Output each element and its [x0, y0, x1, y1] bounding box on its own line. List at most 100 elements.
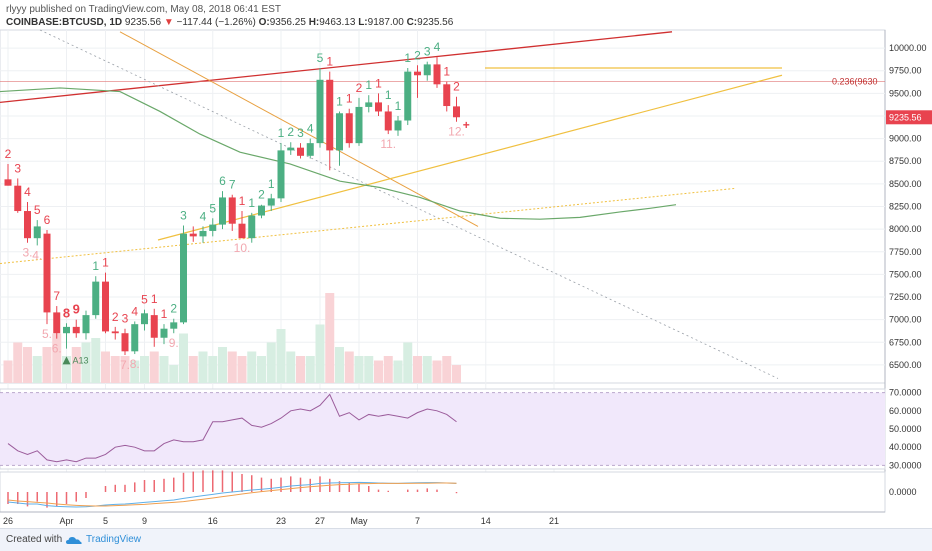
low-value: 9187.00 [367, 17, 404, 28]
candle-count-label: 4 [131, 304, 138, 318]
candle-count-label: 2 [287, 125, 294, 139]
candle-count-label: 1 [239, 194, 246, 208]
volume-bar [315, 324, 325, 383]
volume-bar [101, 351, 110, 383]
volume-bar [452, 365, 461, 383]
volume-bar [403, 342, 413, 383]
candle-body [336, 113, 343, 151]
candle-body [365, 102, 373, 107]
price-tick-label: 6750.00 [889, 337, 922, 347]
candle-body [82, 315, 90, 334]
red-channel-line [0, 31, 673, 104]
price-tick-label: 9000.00 [889, 134, 922, 144]
candle-body [258, 205, 265, 216]
candle-count-label: 1 [278, 126, 285, 140]
time-tick-label: 21 [549, 516, 559, 526]
volume-bar [247, 351, 257, 383]
candle-count-label: 1 [151, 292, 158, 306]
price-tick-label: 10000.00 [889, 43, 927, 53]
candle-count-label: 3 [122, 312, 129, 326]
candle-count-label: 10. [234, 241, 251, 255]
price-tick-label: 8750.00 [889, 156, 922, 166]
candle-body [287, 147, 295, 151]
candle-count-label: 4 [200, 209, 207, 223]
candle-count-label: 5. [42, 327, 52, 341]
candle-count-label: 3 [14, 161, 21, 175]
candle-count-label: 1 [404, 51, 411, 65]
candle-body [141, 313, 148, 325]
price-tick-label: 8000.00 [889, 224, 922, 234]
plus-marker-icon: + [463, 118, 470, 132]
candle-count-label: 2 [170, 302, 177, 316]
volume-bar [13, 342, 23, 383]
close-value: 9235.56 [417, 17, 454, 28]
volume-bar [422, 356, 432, 383]
candle-count-label: 1 [92, 259, 99, 273]
candle-count-label: 2 [112, 310, 119, 324]
candle-count-label: 4. [32, 248, 42, 262]
macd-signal-line [7, 482, 457, 507]
candle-count-label: 3 [424, 45, 431, 59]
candle-body [404, 71, 412, 121]
candle-count-label: 2 [5, 147, 12, 161]
candle-count-label: 2 [356, 81, 363, 95]
candle-body [180, 233, 187, 323]
volume-bar [432, 360, 442, 383]
last-price-badge [886, 110, 932, 125]
volume-bar [286, 351, 296, 383]
candle-body [238, 223, 246, 239]
candle-body [219, 197, 226, 225]
time-tick-label: 23 [276, 516, 286, 526]
candle-body [394, 120, 402, 131]
candle-body [443, 84, 451, 107]
candle-body [63, 326, 70, 334]
candle-body [43, 233, 51, 313]
candle-body [102, 281, 109, 332]
candle-body [170, 322, 178, 329]
volume-bar [130, 360, 140, 383]
volume-bar [374, 360, 383, 383]
candle-body [14, 185, 22, 212]
publish-line: rlyyy published on TradingView.com, May … [6, 4, 281, 15]
open-label: O: [258, 17, 270, 28]
time-tick-label: 5 [103, 516, 108, 526]
time-tick-label: 26 [3, 516, 13, 526]
tradingview-brand[interactable]: TradingView [86, 534, 142, 545]
volume-bar [71, 347, 81, 383]
symbol-label: COINBASE:BTCUSD, 1D [6, 17, 123, 28]
candle-count-label: 1 [385, 88, 392, 102]
candle-body [199, 230, 207, 237]
volume-bar [218, 347, 227, 383]
volume-bar [81, 342, 91, 383]
candle-count-label: 1 [326, 55, 333, 69]
volume-bar [344, 351, 354, 383]
gray-dashed-line [39, 29, 779, 379]
volume-bar [296, 356, 305, 383]
candle-body [433, 64, 441, 85]
volume-bar [32, 356, 42, 383]
volume-bar [442, 356, 452, 383]
candle-count-label: 1 [375, 76, 382, 90]
price-tick-label: 8250.00 [889, 202, 922, 212]
volume-bar [23, 347, 32, 383]
low-label: L: [358, 17, 368, 28]
candle-count-label: 7 [53, 289, 60, 303]
volume-bar [237, 356, 247, 383]
candle-count-label: 12. [448, 125, 465, 139]
yellow-dotted-line [0, 187, 736, 265]
candle-body [131, 324, 139, 352]
candle-count-label: 7 [229, 178, 236, 192]
volume-bar [413, 356, 422, 383]
candle-body [423, 64, 431, 76]
candle-count-label: 7. [120, 358, 130, 372]
rsi-tick-label: 60.0000 [889, 406, 922, 416]
price-tick-label: 7750.00 [889, 247, 922, 257]
candle-body [277, 150, 285, 199]
price-tick-label: 6500.00 [889, 360, 922, 370]
volume-bar [3, 360, 13, 383]
candle-count-label: 1 [161, 307, 168, 321]
tradingview-cloud-icon [66, 537, 82, 544]
high-label: H: [308, 17, 320, 28]
macd-pane-frame [0, 471, 886, 513]
